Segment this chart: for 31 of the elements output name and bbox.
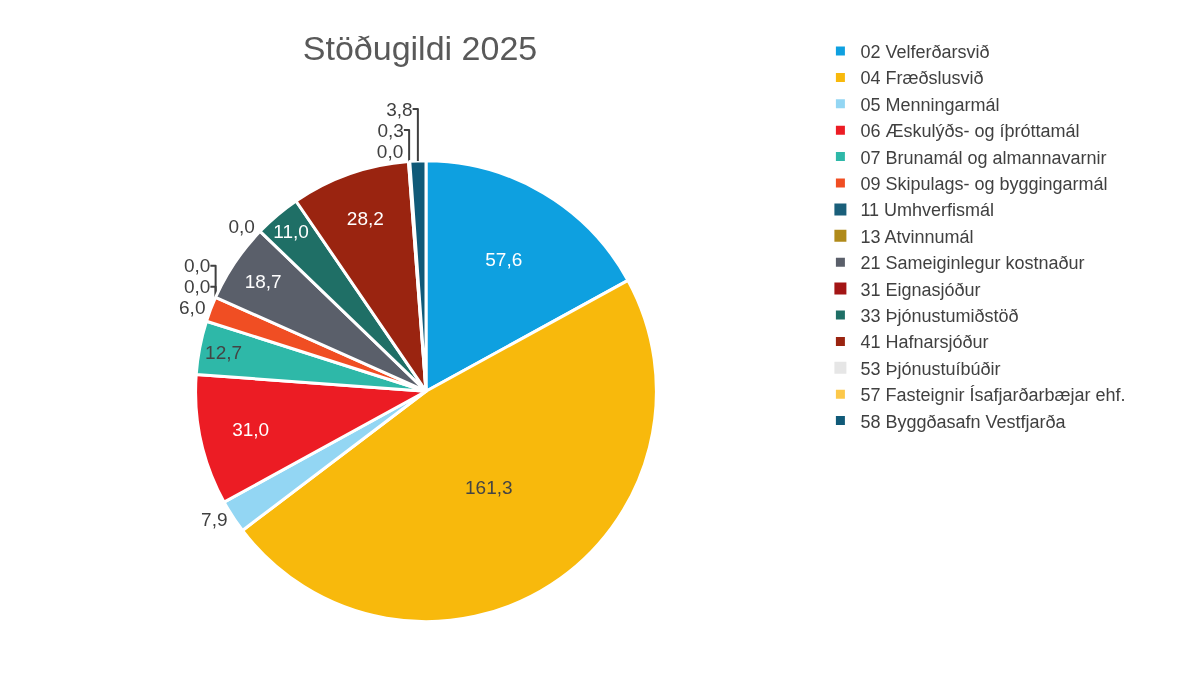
legend-label: 06 Æskulýðs- og íþróttamál	[860, 121, 1080, 142]
legend-label: 05 Menningarmál	[860, 94, 1000, 115]
legend-label: 58 Byggðasafn Vestfjarða	[860, 411, 1067, 432]
chart-title: Stöðugildi 2025	[302, 28, 538, 67]
legend-label: 07 Brunamál og almannavarnir	[860, 147, 1107, 168]
data-label: 31,0	[232, 418, 270, 440]
legend-label: 57 Fasteignir Ísafjarðarbæjar ehf.	[860, 385, 1126, 406]
legend-label: 21 Sameiginlegur kostnaður	[860, 253, 1085, 274]
data-label: 28,2	[346, 208, 384, 230]
text: 0,0	[228, 215, 255, 237]
legend-label: 53 Þjónustuíbúðir	[860, 358, 1001, 379]
legend-label: 33 Þjónustumiðstöð	[860, 306, 1019, 327]
legend-label: 09 Skipulags- og byggingarmál	[860, 174, 1108, 195]
data-label: 161,3	[465, 477, 513, 499]
legend-label: 41 Hafnarsjóður	[860, 332, 989, 353]
legend-label: 04 Fræðslusvið	[860, 68, 984, 89]
legend-label: 31 Eignasjóður	[860, 279, 981, 300]
data-label: 12,7	[205, 341, 243, 363]
legend-label: 13 Atvinnumál	[860, 226, 974, 247]
data-label: 3,8	[386, 98, 413, 120]
data-label: 7,9	[201, 509, 228, 531]
text: 0,0	[183, 255, 211, 277]
legend-label: 02 Velferðarsvið	[860, 42, 990, 63]
data-label: 0,3	[377, 119, 404, 141]
legend-label: 11 Umhverfismál	[860, 200, 995, 221]
data-label: 11,0	[273, 221, 309, 242]
data-label: 6,0	[179, 297, 206, 319]
text: 0,0	[183, 276, 211, 298]
data-label: 57,6	[485, 249, 523, 271]
data-label: 18,7	[244, 270, 282, 292]
text: 0,0	[376, 140, 404, 162]
